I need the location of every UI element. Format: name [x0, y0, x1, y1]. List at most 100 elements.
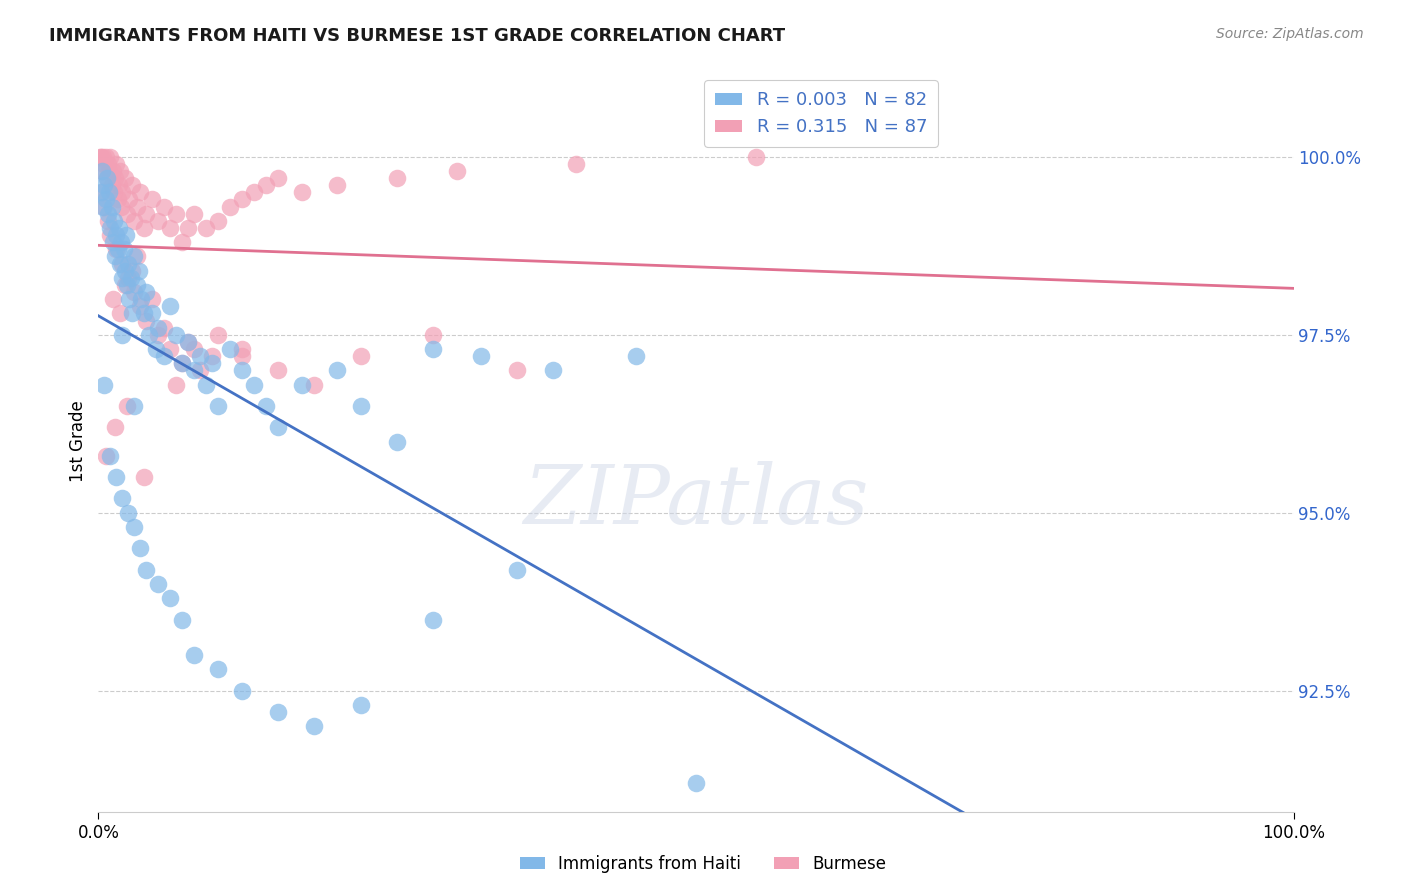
Point — [207, 399, 229, 413]
Point — [115, 277, 138, 292]
Point — [91, 164, 114, 178]
Point — [135, 563, 157, 577]
Point — [124, 520, 146, 534]
Point — [243, 377, 266, 392]
Point — [105, 157, 128, 171]
Point — [159, 591, 181, 606]
Point — [135, 207, 157, 221]
Point — [108, 164, 131, 178]
Point — [219, 342, 242, 356]
Point — [231, 193, 253, 207]
Legend: R = 0.003   N = 82, R = 0.315   N = 87: R = 0.003 N = 82, R = 0.315 N = 87 — [704, 80, 938, 147]
Point — [207, 214, 229, 228]
Point — [108, 306, 131, 320]
Point — [117, 270, 139, 285]
Point — [118, 292, 141, 306]
Point — [103, 214, 125, 228]
Point — [135, 313, 157, 327]
Point — [101, 164, 124, 178]
Point — [107, 243, 129, 257]
Point — [101, 292, 124, 306]
Point — [129, 186, 152, 200]
Point — [195, 377, 218, 392]
Point — [96, 171, 118, 186]
Point — [110, 200, 132, 214]
Point — [506, 363, 529, 377]
Point — [385, 171, 409, 186]
Point — [104, 171, 127, 186]
Point — [124, 214, 146, 228]
Point — [291, 186, 314, 200]
Point — [98, 449, 122, 463]
Point — [148, 577, 170, 591]
Point — [231, 349, 253, 363]
Point — [94, 449, 117, 463]
Point — [104, 250, 127, 264]
Point — [188, 349, 211, 363]
Point — [121, 306, 143, 320]
Point — [93, 178, 115, 193]
Point — [97, 207, 120, 221]
Point — [350, 698, 373, 712]
Point — [626, 349, 648, 363]
Point — [98, 164, 121, 178]
Point — [177, 334, 200, 349]
Point — [165, 377, 187, 392]
Point — [115, 228, 138, 243]
Point — [121, 178, 143, 193]
Point — [159, 299, 181, 313]
Point — [231, 363, 253, 377]
Point — [326, 178, 349, 193]
Point — [172, 356, 194, 370]
Point — [207, 662, 229, 676]
Point — [219, 200, 242, 214]
Point — [124, 250, 146, 264]
Point — [114, 277, 136, 292]
Point — [93, 377, 115, 392]
Point — [115, 399, 138, 413]
Point — [446, 164, 468, 178]
Point — [131, 292, 153, 306]
Point — [111, 186, 134, 200]
Point — [120, 270, 142, 285]
Point — [267, 420, 290, 434]
Point — [117, 506, 139, 520]
Point — [231, 683, 253, 698]
Text: ZIPatlas: ZIPatlas — [523, 461, 869, 541]
Point — [105, 243, 128, 257]
Point — [128, 263, 150, 277]
Point — [97, 214, 120, 228]
Point — [267, 363, 290, 377]
Point — [103, 186, 125, 200]
Point — [135, 285, 157, 299]
Point — [172, 356, 194, 370]
Point — [177, 334, 200, 349]
Point — [422, 342, 444, 356]
Point — [96, 171, 118, 186]
Point — [110, 235, 132, 250]
Point — [89, 150, 111, 164]
Point — [201, 349, 224, 363]
Point — [93, 157, 115, 171]
Point — [107, 221, 129, 235]
Point — [129, 299, 152, 313]
Point — [91, 150, 114, 164]
Point — [291, 377, 314, 392]
Point — [100, 200, 122, 214]
Point — [98, 221, 122, 235]
Point — [350, 349, 373, 363]
Point — [422, 613, 444, 627]
Legend: Immigrants from Haiti, Burmese: Immigrants from Haiti, Burmese — [513, 848, 893, 880]
Point — [385, 434, 409, 449]
Point — [254, 178, 277, 193]
Point — [91, 164, 114, 178]
Point — [90, 150, 112, 164]
Point — [541, 363, 564, 377]
Point — [148, 327, 170, 342]
Point — [506, 563, 529, 577]
Point — [105, 470, 128, 484]
Point — [124, 285, 146, 299]
Point — [114, 171, 136, 186]
Point — [107, 178, 129, 193]
Point — [326, 363, 349, 377]
